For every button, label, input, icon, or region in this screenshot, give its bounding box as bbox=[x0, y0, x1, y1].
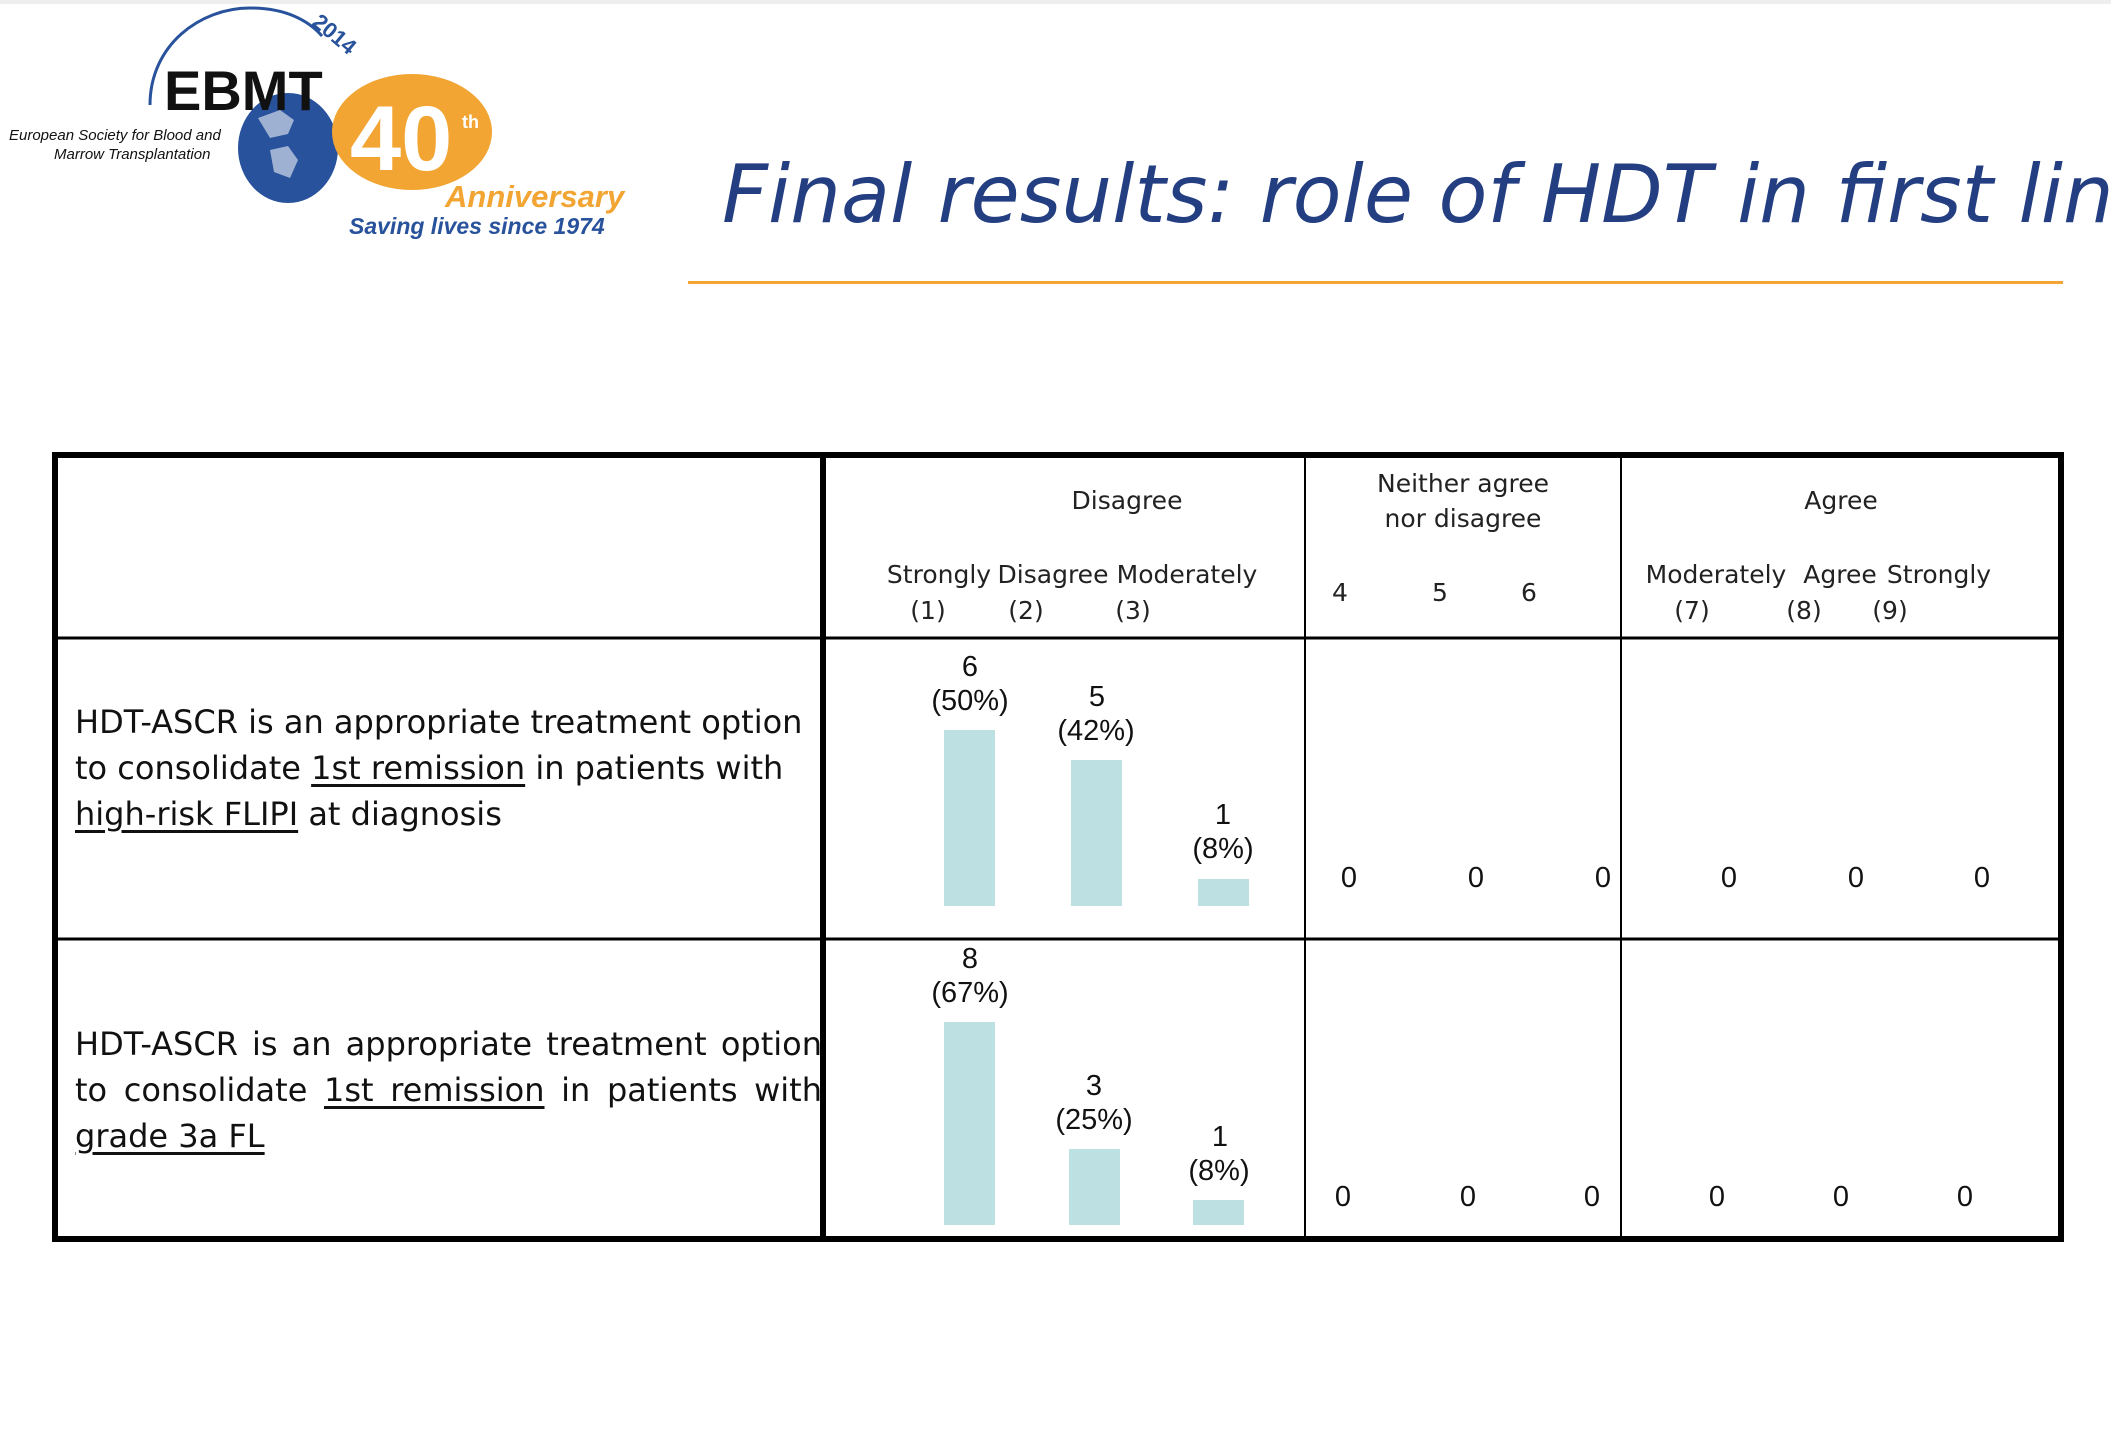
row-1-statement-line2: to consolidate 1st remission in patients… bbox=[75, 749, 784, 787]
header-col-6: 6 bbox=[1521, 578, 1537, 607]
row-1-underlined-criterion: high-risk FLIPI bbox=[75, 795, 299, 833]
bar-row2-strongly-disagree bbox=[944, 1022, 995, 1225]
logo-anniversary-suffix: th bbox=[462, 112, 479, 132]
header-col-5: 5 bbox=[1432, 578, 1448, 607]
header-col-7-code: (7) bbox=[1674, 596, 1710, 625]
zero-row1-col4: 0 bbox=[1340, 862, 1358, 894]
header-disagree-group: Disagree bbox=[1071, 486, 1183, 515]
row-1-statement-line3: high-risk FLIPI at diagnosis bbox=[75, 795, 502, 833]
count-row1-col1: 6 bbox=[961, 651, 979, 683]
count-row2-col1: 8 bbox=[961, 943, 979, 975]
logo-society-line1: European Society for Blood and bbox=[9, 127, 221, 144]
pct-row1-col1: (50%) bbox=[931, 685, 1009, 717]
pct-row1-col3: (8%) bbox=[1192, 833, 1254, 865]
header-neither-group-line2: nor disagree bbox=[1384, 504, 1542, 533]
row-2-statement: HDT-ASCR is an appropriate treatment opt… bbox=[75, 1021, 822, 1159]
header-col-8-name: Agree bbox=[1803, 560, 1877, 589]
header-col-3-code: (3) bbox=[1115, 596, 1151, 625]
title-rule bbox=[688, 281, 2063, 284]
table-outer-border bbox=[52, 452, 2064, 1242]
zero-row1-col9: 0 bbox=[1973, 862, 1991, 894]
zero-row1-col5: 0 bbox=[1467, 862, 1485, 894]
header-col-2-name: Disagree bbox=[997, 560, 1109, 589]
header-col-1-name: Strongly bbox=[886, 560, 992, 589]
count-row2-col3: 1 bbox=[1211, 1121, 1229, 1153]
bar-row2-moderately-disagree bbox=[1193, 1200, 1244, 1225]
zero-row2-col7: 0 bbox=[1708, 1181, 1726, 1213]
row-1-statement-line1: HDT-ASCR is an appropriate treatment opt… bbox=[75, 703, 803, 741]
zero-row1-col6: 0 bbox=[1594, 862, 1612, 894]
slide-title: Final results: role of HDT in first line bbox=[722, 148, 2111, 241]
header-col-1-code: (1) bbox=[910, 596, 946, 625]
slide-top-line bbox=[0, 0, 2111, 4]
row-1-underlined-remission: 1st remission bbox=[311, 749, 526, 787]
header-col-3-name: Moderately bbox=[1116, 560, 1258, 589]
pct-row1-col2: (42%) bbox=[1057, 715, 1135, 747]
row-2-underlined-remission: 1st remission bbox=[324, 1071, 545, 1109]
zero-row2-col9: 0 bbox=[1956, 1181, 1974, 1213]
logo-society-line2: Marrow Transplantation bbox=[54, 146, 210, 163]
bar-row1-moderately-disagree bbox=[1198, 879, 1249, 906]
header-col-7-name: Moderately bbox=[1645, 560, 1787, 589]
bar-row1-disagree bbox=[1071, 760, 1122, 906]
logo-tagline: Saving lives since 1974 bbox=[349, 213, 605, 239]
logo-brand: EBMT bbox=[164, 59, 323, 122]
row-1-statement: HDT-ASCR is an appropriate treatment opt… bbox=[75, 699, 802, 837]
zero-row1-col8: 0 bbox=[1847, 862, 1865, 894]
zero-row2-col6: 0 bbox=[1583, 1181, 1601, 1213]
header-col-9-name: Strongly bbox=[1886, 560, 1992, 589]
count-row2-col2: 3 bbox=[1085, 1070, 1103, 1102]
pct-row2-col2: (25%) bbox=[1055, 1104, 1133, 1136]
count-row1-col2: 5 bbox=[1088, 681, 1106, 713]
bar-row2-disagree bbox=[1069, 1149, 1120, 1225]
zero-row2-col5: 0 bbox=[1459, 1181, 1477, 1213]
anniversary-ring bbox=[332, 74, 492, 190]
header-col-2-code: (2) bbox=[1008, 596, 1044, 625]
pct-row2-col3: (8%) bbox=[1188, 1155, 1250, 1187]
header-agree-group: Agree bbox=[1804, 486, 1878, 515]
pct-row2-col1: (67%) bbox=[931, 977, 1009, 1009]
header-col-9-code: (9) bbox=[1872, 596, 1908, 625]
row-2-statement-line1: HDT-ASCR is an appropriate treatment opt… bbox=[75, 1025, 822, 1063]
bar-row1-strongly-disagree bbox=[944, 730, 995, 906]
zero-row1-col7: 0 bbox=[1720, 862, 1738, 894]
ebmt-40th-anniversary-logo: 2014 EBMT 40 th Anniversary European Soc… bbox=[9, 6, 626, 239]
zero-row2-col8: 0 bbox=[1832, 1181, 1850, 1213]
logo-anniversary-number: 40 bbox=[350, 88, 452, 190]
header-col-4: 4 bbox=[1332, 578, 1348, 607]
count-row1-col3: 1 bbox=[1214, 799, 1232, 831]
row-2-statement-line3: grade 3a FL bbox=[75, 1113, 822, 1159]
row-2-statement-line2: to consolidate 1st remission in patients… bbox=[75, 1071, 822, 1109]
row-2-underlined-criterion: grade 3a FL bbox=[75, 1117, 265, 1155]
header-col-8-code: (8) bbox=[1786, 596, 1822, 625]
logo-anniversary-word: Anniversary bbox=[444, 179, 626, 214]
header-neither-group-line1: Neither agree bbox=[1377, 469, 1549, 498]
zero-row2-col4: 0 bbox=[1334, 1181, 1352, 1213]
